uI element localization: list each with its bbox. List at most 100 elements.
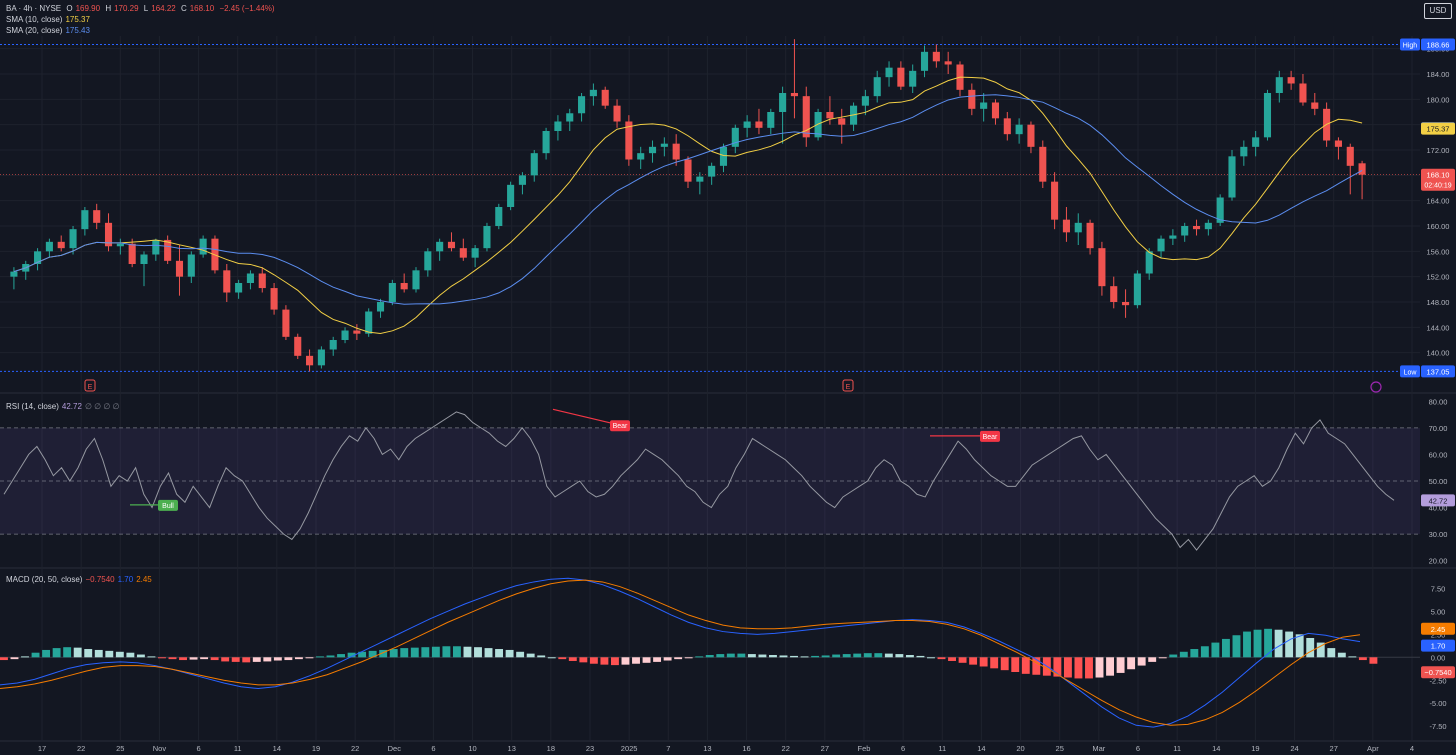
time-tick-label: 11: [938, 744, 946, 753]
candle-body: [1263, 93, 1272, 138]
candle-body: [1062, 219, 1070, 233]
candle-body: [518, 175, 526, 185]
candle-body: [1192, 226, 1201, 230]
macd-histogram-bar: [916, 655, 925, 658]
macd-histogram-bar: [168, 657, 177, 660]
candle-body: [1157, 238, 1165, 252]
macd-histogram-bar: [653, 657, 662, 662]
macd-tick-label: -5.00: [1429, 699, 1446, 708]
macd-histogram-bar: [1063, 657, 1072, 678]
sma10-line: [13, 76, 1363, 334]
macd-histogram-bar: [294, 657, 303, 660]
macd-histogram-bar: [1011, 657, 1020, 672]
macd-histogram-bar: [1264, 628, 1273, 658]
sma10-legend[interactable]: SMA (10, close) 175.37: [6, 14, 93, 25]
macd-histogram-bar: [94, 649, 103, 658]
sma10-label: SMA (10, close): [6, 15, 63, 24]
price-tick-label: 148.00: [1427, 298, 1450, 307]
candle-body: [116, 243, 124, 247]
candle-body: [637, 153, 645, 160]
macd-histogram-bar: [1369, 657, 1378, 664]
candle-body: [719, 146, 728, 166]
candle-body: [1311, 102, 1319, 109]
macd-histogram-bar: [347, 652, 356, 658]
macd-histogram-bar: [1295, 634, 1304, 658]
candle-body: [104, 222, 113, 247]
time-tick-label: 6: [431, 744, 435, 753]
candle-body: [164, 239, 172, 261]
macd-histogram-bar: [0, 657, 8, 661]
macd-histogram-bar: [589, 657, 598, 664]
candle-body: [471, 248, 479, 258]
macd-histogram-bar: [284, 657, 293, 661]
time-tick-label: 27: [1330, 744, 1338, 753]
macd-histogram-bar: [695, 656, 704, 658]
macd-histogram-bar: [1053, 657, 1062, 677]
macd-hist-value: −0.7540: [85, 575, 115, 584]
macd-histogram-bar: [579, 657, 588, 663]
macd-histogram-bar: [948, 657, 956, 661]
price-tag-title-text: Low: [1404, 369, 1418, 376]
macd-histogram-bar: [105, 650, 114, 658]
candle-body: [625, 121, 633, 160]
macd-signal-value: 2.45: [136, 575, 152, 584]
earnings-marker-label: E: [846, 384, 851, 391]
candle-body: [755, 121, 763, 128]
price-tag: [1421, 38, 1455, 51]
candle-body: [578, 96, 586, 114]
macd-histogram-bar: [484, 648, 493, 658]
macd-histogram-bar: [990, 657, 999, 669]
macd-histogram-bar: [452, 646, 461, 658]
candle-body: [1181, 226, 1189, 236]
rsi-value-tag: [1421, 494, 1455, 507]
rsi-divergence-line: [552, 408, 621, 426]
macd-histogram-bar: [1074, 657, 1083, 679]
candle-body: [968, 89, 976, 109]
earnings-marker-label: E: [88, 384, 93, 391]
dividend-marker-icon: [1370, 381, 1382, 393]
candle-body: [69, 229, 77, 249]
currency-button[interactable]: USD: [1424, 3, 1452, 19]
macd-legend[interactable]: MACD (20, 50, close) −0.7540 1.70 2.45: [6, 574, 155, 585]
time-tick-label: 14: [1212, 744, 1220, 753]
time-tick-label: 14: [273, 744, 281, 753]
macd-histogram-bar: [379, 649, 388, 658]
macd-histogram-bar: [726, 653, 735, 658]
rsi-divergence-label: Bull: [162, 503, 174, 510]
time-tick-label: 19: [1251, 744, 1259, 753]
candle-body: [246, 273, 254, 283]
candle-body: [282, 309, 290, 337]
candle-body: [175, 260, 184, 277]
candle-body: [459, 248, 467, 258]
macd-histogram-bar: [979, 657, 988, 667]
macd-histogram-bar: [547, 657, 556, 659]
candle-body: [1051, 181, 1059, 220]
rsi-divergence-badge: [158, 499, 178, 511]
rsi-divergence-label: Bear: [613, 423, 628, 430]
time-tick-label: 25: [116, 744, 124, 753]
macd-histogram-bar: [958, 657, 967, 663]
candle-body: [1299, 83, 1307, 103]
macd-histogram-bar: [1221, 638, 1230, 658]
symbol-legend: BA · 4h · NYSE O 169.90 H 170.29 L 164.22 C…: [6, 3, 278, 14]
macd-histogram-bar: [1190, 649, 1199, 658]
macd-histogram-bar: [610, 657, 619, 666]
macd-histogram-bar: [84, 649, 93, 658]
price-tag: [1421, 365, 1455, 378]
price-tag-countdown: 02:40:19: [1424, 183, 1451, 190]
candle-body: [530, 153, 538, 176]
macd-histogram-bar: [1232, 635, 1241, 658]
rsi-extra: ∅ ∅ ∅ ∅: [84, 402, 120, 411]
rsi-legend[interactable]: RSI (14, close) 42.72 ∅ ∅ ∅ ∅: [6, 401, 122, 412]
macd-histogram-bar: [526, 653, 535, 658]
candle-body: [235, 283, 243, 293]
candle-body: [424, 251, 432, 271]
candle-body: [45, 241, 53, 252]
sma20-legend[interactable]: SMA (20, close) 175.43: [6, 25, 93, 36]
macd-histogram-bar: [242, 657, 251, 663]
macd-histogram-bar: [442, 646, 451, 658]
candle-body: [980, 102, 988, 109]
rsi-tick-label: 60.00: [1429, 450, 1448, 459]
macd-tick-label: 0.00: [1431, 653, 1446, 662]
